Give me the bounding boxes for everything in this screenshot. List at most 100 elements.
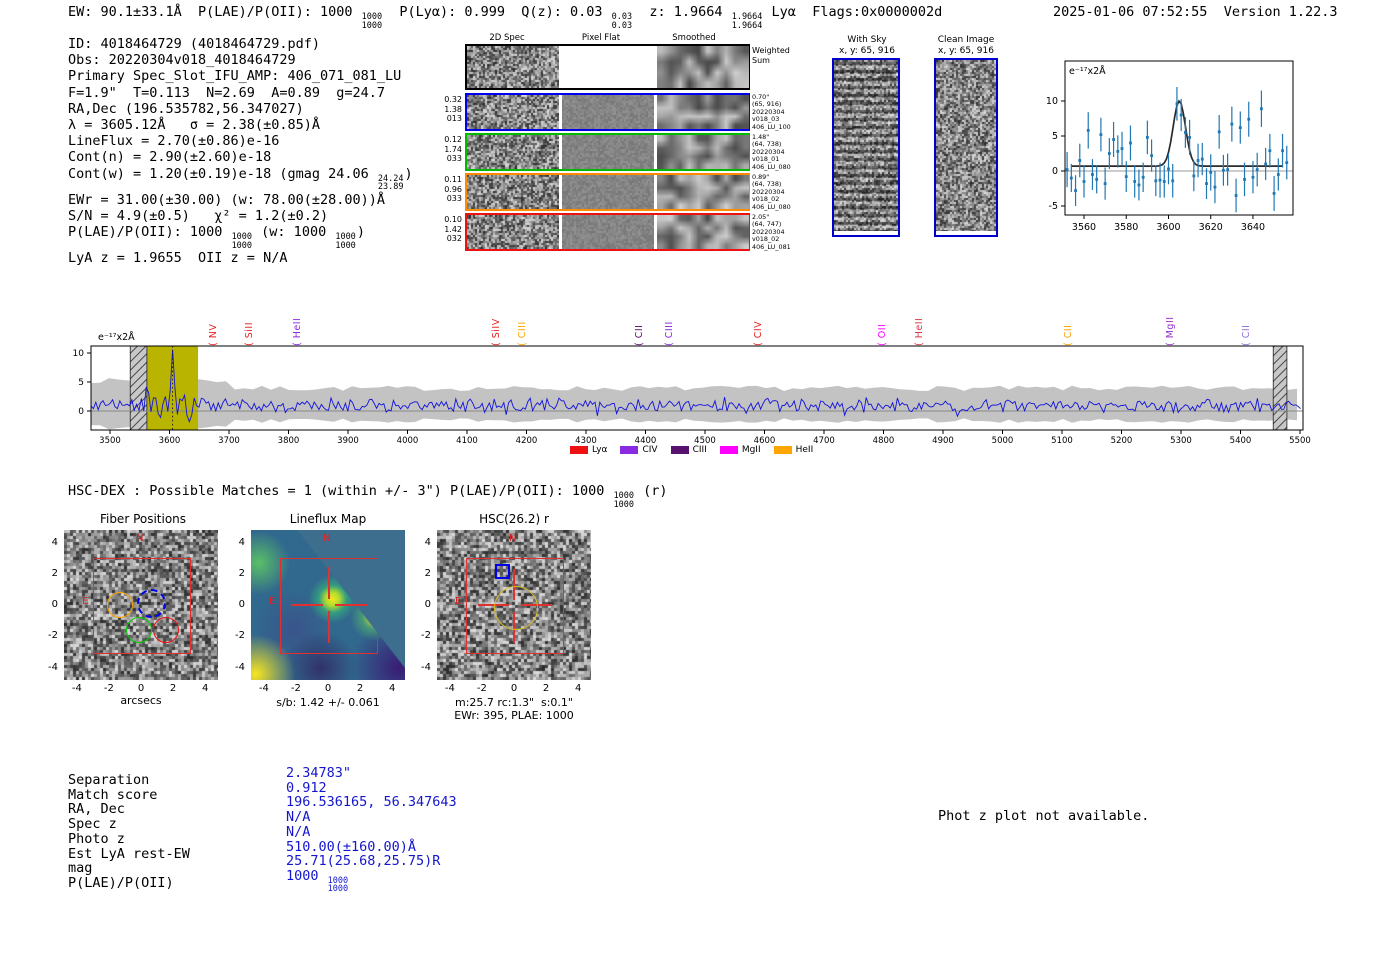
- y-tick-label: 2: [225, 568, 245, 579]
- match-table-value: 2.34783": [286, 766, 457, 781]
- svg-text:3620: 3620: [1199, 222, 1223, 233]
- emission-line-label: ( HeII: [914, 297, 925, 346]
- compass-north-label: N: [136, 533, 143, 544]
- header-summary-line: EW: 90.1±33.1Å P(LAE)/P(OII): 1000 1000 1…: [68, 4, 942, 30]
- legend-label: CIII: [693, 445, 707, 455]
- catalog-object-box: [495, 564, 510, 579]
- x-tick-label: -2: [291, 683, 301, 694]
- y-tick-label: 4: [38, 537, 58, 548]
- crosshair-top: [328, 567, 330, 599]
- emission-line-label: ( OII: [877, 297, 888, 346]
- legend-item: CIV: [620, 445, 657, 455]
- match-table-label: P(LAE)/P(OII): [68, 876, 190, 891]
- match-table-label: Match score: [68, 788, 190, 803]
- match-table-labels: Separation Match score RA, Dec Spec z Photo …: [68, 773, 190, 891]
- line-fit-plot: 3560 3580 3600 3620 3640-50510e⁻¹⁷x2Å: [1041, 53, 1307, 245]
- crosshair-bottom: [328, 611, 330, 643]
- y-tick-label: -2: [225, 630, 245, 641]
- fiber-circle-blue: [137, 589, 166, 618]
- y-tick-label: 4: [225, 537, 245, 548]
- fiber-strip-right-label: 2.05" (64, 747) 20220304 v018_02 406_LU_081: [752, 214, 812, 251]
- emission-line-label: ( MgII: [1165, 297, 1176, 346]
- legend-swatch: [671, 446, 689, 454]
- x-tick-label: -4: [259, 683, 269, 694]
- svg-text:4200: 4200: [516, 436, 538, 446]
- svg-text:3560: 3560: [1072, 222, 1096, 233]
- fiber-strip-right-label: 1.48" (64, 738) 20220304 v018_01 406_LU_080: [752, 134, 812, 171]
- detection-info-block: ID: 4018464729 (4018464729.pdf) Obs: 2022…: [68, 36, 413, 266]
- match-table-label: Spec z: [68, 817, 190, 832]
- photz-note: Phot z plot not available.: [938, 808, 1149, 824]
- info-line: Cont(w) = 1.20(±0.19)e-18 (gmag 24.06 24…: [68, 166, 413, 192]
- svg-text:5200: 5200: [1111, 436, 1133, 446]
- fiber-strip-right-label: 0.89" (64, 738) 20220304 v018_02 406_LU_080: [752, 174, 812, 211]
- match-table-value: 196.536165, 56.347643: [286, 795, 457, 810]
- emission-line-label: ( CIV: [753, 297, 764, 346]
- hsc-dex-match-line: HSC-DEX : Possible Matches = 1 (within +…: [68, 483, 668, 509]
- hsc-cutout-image: N E: [437, 530, 591, 680]
- compass-north-label: N: [509, 533, 516, 544]
- crosshair-right: [335, 604, 367, 606]
- svg-text:3800: 3800: [278, 436, 300, 446]
- hsc-cutout-title: HSC(26.2) r: [479, 512, 549, 526]
- svg-text:4000: 4000: [397, 436, 419, 446]
- svg-text:3500: 3500: [99, 436, 121, 446]
- svg-text:3580: 3580: [1114, 222, 1138, 233]
- match-table-value: N/A: [286, 810, 457, 825]
- svg-text:3600: 3600: [1156, 222, 1180, 233]
- with-sky-image: [832, 58, 900, 237]
- x-tick-label: 0: [138, 683, 144, 694]
- x-tick-label: 4: [202, 683, 208, 694]
- svg-text:10: 10: [73, 349, 85, 359]
- svg-text:3640: 3640: [1241, 222, 1265, 233]
- weighted-sum-strip: [465, 44, 750, 90]
- fiber-circle-green: [126, 617, 152, 643]
- compass-east-label: E: [269, 596, 275, 607]
- emission-line-label: ( SiII: [244, 297, 255, 346]
- y-tick-label: 2: [38, 568, 58, 579]
- legend-label: Lyα: [592, 445, 607, 455]
- info-line: LineFlux = 2.70(±0.86)e-16: [68, 133, 413, 149]
- y-tick-label: 2: [411, 568, 431, 579]
- clean-image-label: Clean Image: [906, 35, 1026, 46]
- svg-text:0: 0: [1052, 166, 1058, 177]
- x-tick-label: 2: [357, 683, 363, 694]
- hsc-caption-2: EWr: 395, PLAE: 1000: [454, 709, 574, 722]
- fiber-positions-title: Fiber Positions: [100, 512, 186, 526]
- svg-text:e⁻¹⁷x2Å: e⁻¹⁷x2Å: [1069, 65, 1106, 77]
- match-table-label: Est LyA rest-EW: [68, 847, 190, 862]
- emission-line-label: ( HeII: [292, 297, 303, 346]
- spec2d-col-header-pixelflat: Pixel Flat: [582, 33, 620, 43]
- legend-label: HeII: [796, 445, 814, 455]
- fiber-strip-right-label: 0.70" (65, 916) 20220304 v018_03 406_LU_100: [752, 94, 812, 131]
- fiber-strip-left-label: 0.10 1.42 032: [432, 215, 462, 244]
- svg-text:10: 10: [1046, 96, 1058, 107]
- emission-line-label: ( CII: [1063, 297, 1074, 346]
- info-line: EWr = 31.00(±30.00) (w: 78.00(±28.00))Å: [68, 192, 413, 208]
- compass-north-label: N: [323, 533, 330, 544]
- info-line: Obs: 20220304v018_4018464729: [68, 52, 413, 68]
- match-table-value: 1000 1000 1000: [286, 869, 457, 894]
- y-tick-label: -4: [411, 662, 431, 673]
- emission-line-label: ( SiIV: [491, 297, 502, 346]
- x-tick-label: 0: [325, 683, 331, 694]
- fiber-strip-row: [465, 133, 750, 171]
- fiber-xlabel: arcsecs: [120, 694, 161, 707]
- info-line: Primary Spec_Slot_IFU_AMP: 406_071_081_L…: [68, 68, 413, 84]
- y-tick-label: 0: [38, 599, 58, 610]
- legend-item: Lyα: [570, 445, 607, 455]
- emission-line-label: ( CIII: [664, 297, 675, 346]
- svg-text:5500: 5500: [1289, 436, 1311, 446]
- emission-line-label: ( NV: [208, 297, 219, 346]
- match-table-value: 510.00(±160.00)Å: [286, 840, 457, 855]
- aperture-circle: [494, 586, 538, 630]
- svg-text:5300: 5300: [1170, 436, 1192, 446]
- fiber-positions-image: N E: [64, 530, 218, 680]
- header-datetime-version: 2025-01-06 07:52:55 Version 1.22.3: [1053, 4, 1338, 20]
- svg-text:4700: 4700: [813, 436, 835, 446]
- info-line: F=1.9" T=0.113 N=2.69 A=0.89 g=24.7: [68, 85, 413, 101]
- legend-swatch: [570, 446, 588, 454]
- info-line: S/N = 4.9(±0.5) χ² = 1.2(±0.2): [68, 208, 413, 224]
- svg-text:0: 0: [78, 407, 84, 417]
- compass-east-label: E: [82, 596, 88, 607]
